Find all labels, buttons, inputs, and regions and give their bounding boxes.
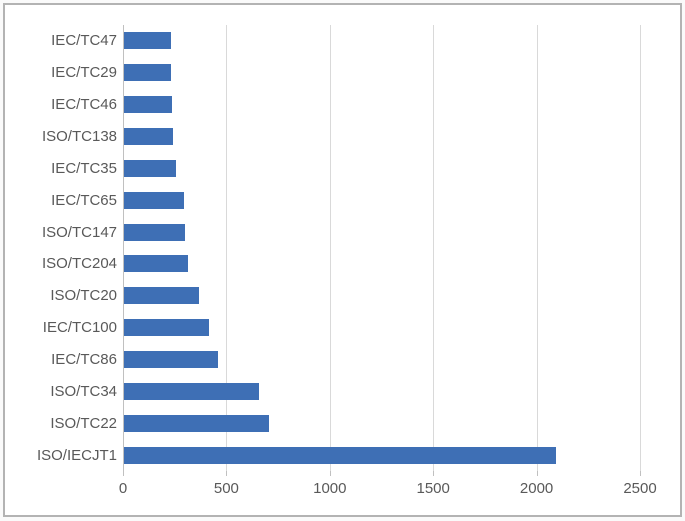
bar [124,255,188,273]
axis-tick-mark [640,471,641,476]
category-label: IEC/TC47 [51,32,117,50]
gridline [226,25,228,471]
chart-window: 0 500 1000 1500 2000 2500 IEC/TC47 IEC/TC29 IEC/… [3,3,682,517]
x-tick-label: 1500 [416,480,450,497]
x-tick-label: 500 [213,480,239,497]
category-label: IEC/TC29 [51,64,117,82]
category-label: ISO/TC34 [50,382,117,400]
category-label: ISO/TC138 [41,128,117,145]
gridline [329,25,331,471]
bar [124,351,218,368]
axis-tick-mark [433,471,435,476]
x-tick-label: 1000 [313,480,347,497]
bar [124,96,172,114]
bar [124,128,173,145]
x-tick-label: 2500 [623,480,657,497]
bar [124,64,171,82]
category-label: ISO/TC20 [50,287,117,305]
category-label: ISO/TC147 [41,223,117,241]
axis-tick-mark [329,471,331,476]
axis-tick-mark [123,471,124,476]
category-label: ISO/TC204 [41,255,117,273]
x-tick-label: 2000 [519,480,554,497]
x-tick-label: 0 [118,480,128,497]
category-label: IEC/TC35 [51,159,117,177]
category-label: IEC/TC86 [51,351,117,368]
gridline [433,25,435,471]
category-label: IEC/TC100 [42,319,117,337]
bar [124,287,199,305]
category-label: ISO/TC22 [50,414,117,432]
y-axis-line [123,25,124,471]
bar [124,382,259,400]
bar [124,32,171,50]
axis-tick-mark [226,471,228,476]
gridline [536,25,538,471]
bar [124,191,184,209]
bar-chart: 0 500 1000 1500 2000 2500 IEC/TC47 IEC/TC29 IEC/… [5,5,680,515]
bar [124,446,556,464]
bar [124,414,269,432]
gridline [640,25,641,471]
category-label: ISO/IECJT1 [36,446,117,464]
bar [124,319,209,337]
axis-tick-mark [536,471,538,476]
bar [124,159,176,177]
category-label: IEC/TC65 [51,191,117,209]
category-label: IEC/TC46 [51,96,117,114]
bar [124,223,185,241]
